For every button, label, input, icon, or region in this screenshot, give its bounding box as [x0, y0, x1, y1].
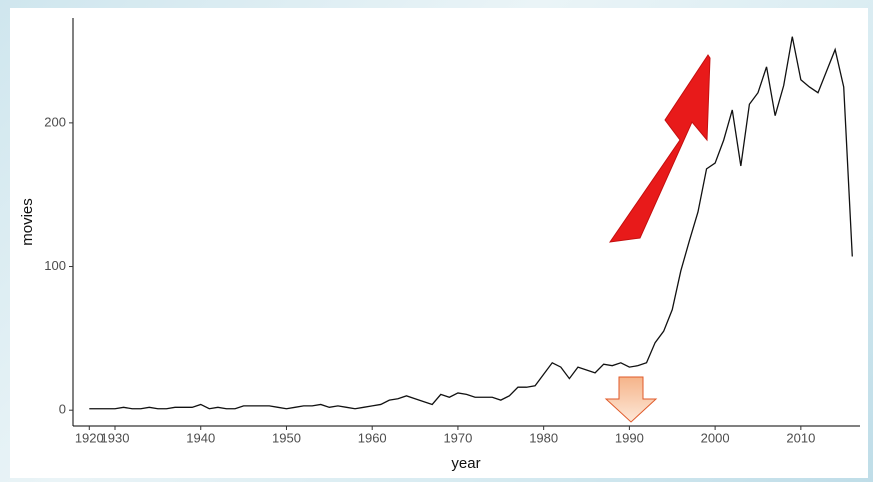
red-arrow	[608, 54, 711, 243]
down-arrow	[604, 376, 658, 423]
y-tick-label: 0	[59, 402, 66, 417]
x-tick-label: 1920	[75, 430, 104, 445]
y-tick-label: 200	[44, 114, 66, 129]
x-tick-label: 2010	[786, 430, 815, 445]
plot-panel	[10, 8, 868, 478]
data-line	[89, 36, 853, 410]
y-tick-label: 100	[44, 258, 66, 273]
x-tick-label: 1950	[272, 430, 301, 445]
x-tick-label: 2000	[701, 430, 730, 445]
x-tick-label: 1960	[358, 430, 387, 445]
x-tick-label: 1970	[443, 430, 472, 445]
x-tick-label: 1980	[529, 430, 558, 445]
x-axis-title: year	[451, 455, 480, 472]
y-axis-title: movies	[19, 198, 36, 246]
x-tick-label: 1940	[186, 430, 215, 445]
x-tick-label: 1990	[615, 430, 644, 445]
x-tick-label: 1930	[101, 430, 130, 445]
